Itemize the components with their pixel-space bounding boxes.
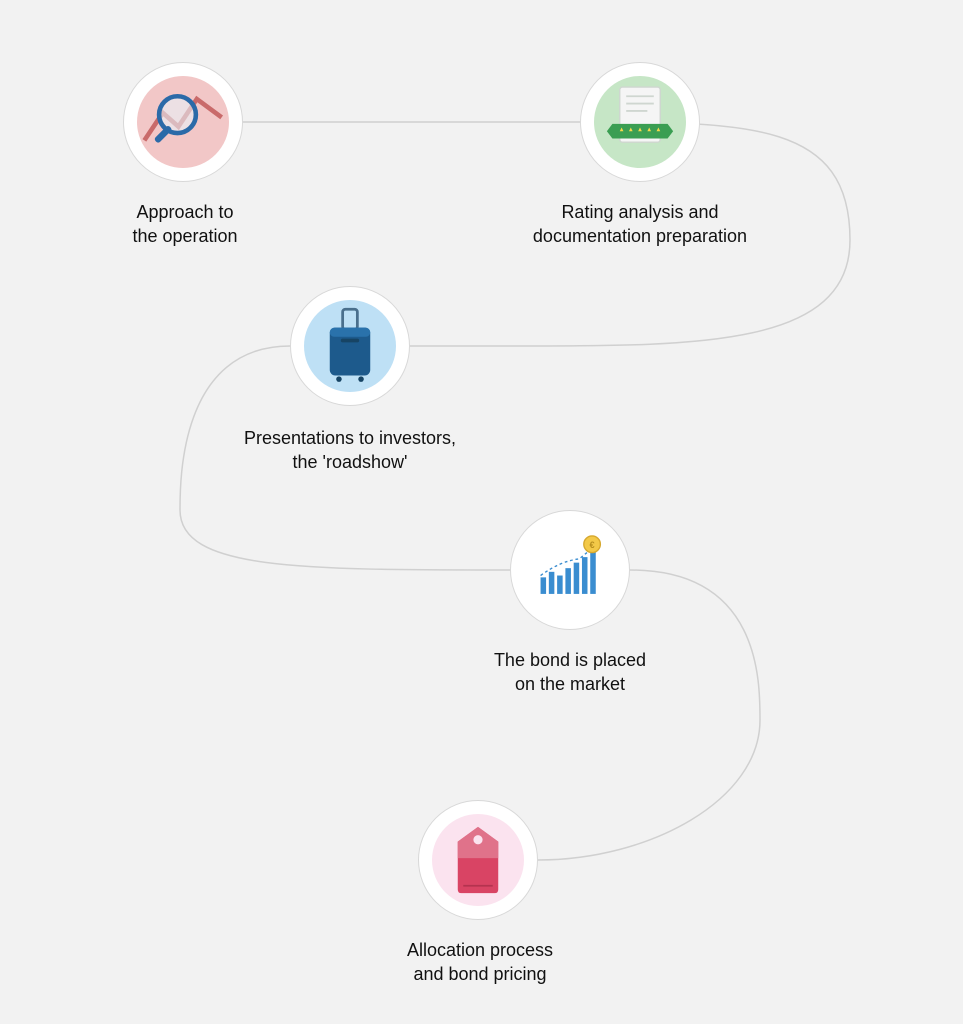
node-roadshow [290, 286, 410, 406]
node-allocation [418, 800, 538, 920]
node-market-inner: € [524, 524, 616, 616]
label-market: The bond is placed on the market [430, 648, 710, 697]
node-approach [123, 62, 243, 182]
node-roadshow-inner [304, 300, 396, 392]
price-tag-icon [432, 814, 524, 906]
document-stars-icon [594, 76, 686, 168]
suitcase-icon [304, 300, 396, 392]
label-approach: Approach to the operation [60, 200, 310, 249]
diagram-canvas: Approach to the operation Rating analysi… [0, 0, 963, 1024]
svg-text:€: € [590, 540, 595, 550]
magnifier-chart-icon [137, 76, 229, 168]
bar-chart-coin-icon: € [524, 524, 616, 616]
label-roadshow: Presentations to investors, the 'roadsho… [190, 426, 510, 475]
node-rating [580, 62, 700, 182]
label-rating: Rating analysis and documentation prepar… [490, 200, 790, 249]
node-market: € [510, 510, 630, 630]
node-rating-inner [594, 76, 686, 168]
node-allocation-inner [432, 814, 524, 906]
label-allocation: Allocation process and bond pricing [320, 938, 640, 987]
node-approach-inner [137, 76, 229, 168]
